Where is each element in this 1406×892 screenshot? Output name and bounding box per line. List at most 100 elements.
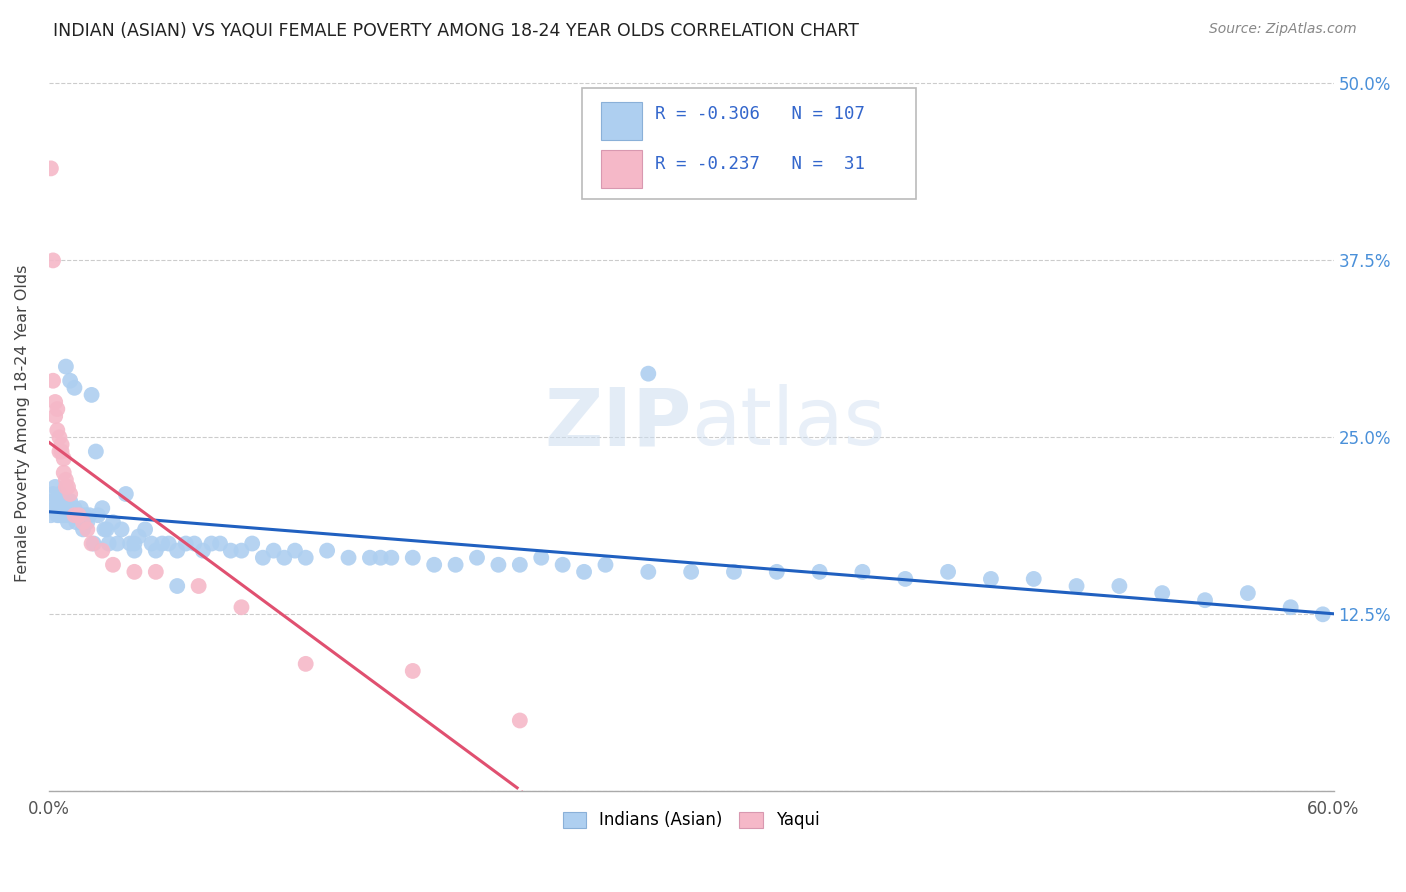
Point	[1279, 600, 1302, 615]
Point	[370, 550, 392, 565]
Point	[444, 558, 467, 572]
Point	[530, 550, 553, 565]
Y-axis label: Female Poverty Among 18-24 Year Olds: Female Poverty Among 18-24 Year Olds	[15, 265, 30, 582]
Point	[55, 473, 77, 487]
Point	[1194, 593, 1216, 607]
Point	[252, 550, 274, 565]
Point	[51, 494, 73, 508]
Point	[44, 480, 66, 494]
Point	[359, 550, 381, 565]
Point	[723, 565, 745, 579]
Point	[91, 501, 114, 516]
Point	[59, 494, 82, 508]
Point	[166, 543, 188, 558]
Point	[120, 536, 142, 550]
FancyBboxPatch shape	[582, 88, 915, 199]
Point	[65, 516, 87, 530]
Point	[44, 409, 66, 424]
Point	[67, 508, 90, 523]
Point	[55, 508, 77, 523]
Point	[55, 480, 77, 494]
Point	[75, 508, 97, 523]
Point	[42, 494, 65, 508]
Point	[59, 374, 82, 388]
Point	[551, 558, 574, 572]
Point	[337, 550, 360, 565]
Point	[51, 444, 73, 458]
Point	[48, 444, 70, 458]
Point	[141, 536, 163, 550]
Point	[1312, 607, 1334, 622]
Point	[42, 253, 65, 268]
Point	[76, 522, 98, 536]
Point	[402, 664, 425, 678]
Point	[465, 550, 488, 565]
Point	[52, 466, 75, 480]
Point	[174, 536, 197, 550]
Point	[316, 543, 339, 558]
Point	[52, 494, 75, 508]
Point	[166, 579, 188, 593]
Point	[80, 536, 103, 550]
Point	[51, 501, 73, 516]
Legend: Indians (Asian), Yaqui: Indians (Asian), Yaqui	[555, 805, 827, 836]
Point	[70, 508, 93, 523]
Point	[124, 543, 146, 558]
Point	[187, 579, 209, 593]
Point	[52, 501, 75, 516]
Point	[63, 381, 86, 395]
Point	[76, 516, 98, 530]
Point	[114, 487, 136, 501]
Point	[96, 522, 118, 536]
Point	[48, 508, 70, 523]
Point	[39, 161, 62, 176]
Point	[219, 543, 242, 558]
Point	[59, 508, 82, 523]
Point	[51, 508, 73, 523]
Text: atlas: atlas	[692, 384, 886, 462]
Point	[48, 487, 70, 501]
Point	[894, 572, 917, 586]
Point	[44, 395, 66, 409]
Point	[51, 437, 73, 451]
Point	[48, 501, 70, 516]
Point	[70, 501, 93, 516]
Point	[1066, 579, 1088, 593]
Point	[263, 543, 285, 558]
Point	[402, 550, 425, 565]
Point	[83, 536, 105, 550]
Point	[46, 423, 69, 437]
Point	[765, 565, 787, 579]
Point	[44, 501, 66, 516]
Point	[67, 508, 90, 523]
Point	[42, 374, 65, 388]
Point	[63, 508, 86, 523]
Point	[1237, 586, 1260, 600]
Point	[79, 508, 101, 523]
Point	[231, 543, 253, 558]
Point	[105, 536, 128, 550]
Point	[46, 508, 69, 523]
Point	[55, 359, 77, 374]
Point	[124, 565, 146, 579]
Point	[56, 516, 79, 530]
Point	[231, 600, 253, 615]
Text: R = -0.306   N = 107: R = -0.306 N = 107	[655, 104, 865, 122]
Point	[145, 543, 167, 558]
Point	[183, 536, 205, 550]
Point	[110, 522, 132, 536]
Point	[59, 501, 82, 516]
Point	[380, 550, 402, 565]
Point	[572, 565, 595, 579]
Point	[294, 657, 316, 671]
FancyBboxPatch shape	[602, 150, 643, 188]
Point	[128, 529, 150, 543]
Point	[63, 508, 86, 523]
Point	[157, 536, 180, 550]
Point	[284, 543, 307, 558]
Point	[101, 558, 124, 572]
Text: R = -0.237   N =  31: R = -0.237 N = 31	[655, 155, 865, 173]
Point	[209, 536, 232, 550]
Point	[48, 430, 70, 444]
Point	[93, 522, 115, 536]
